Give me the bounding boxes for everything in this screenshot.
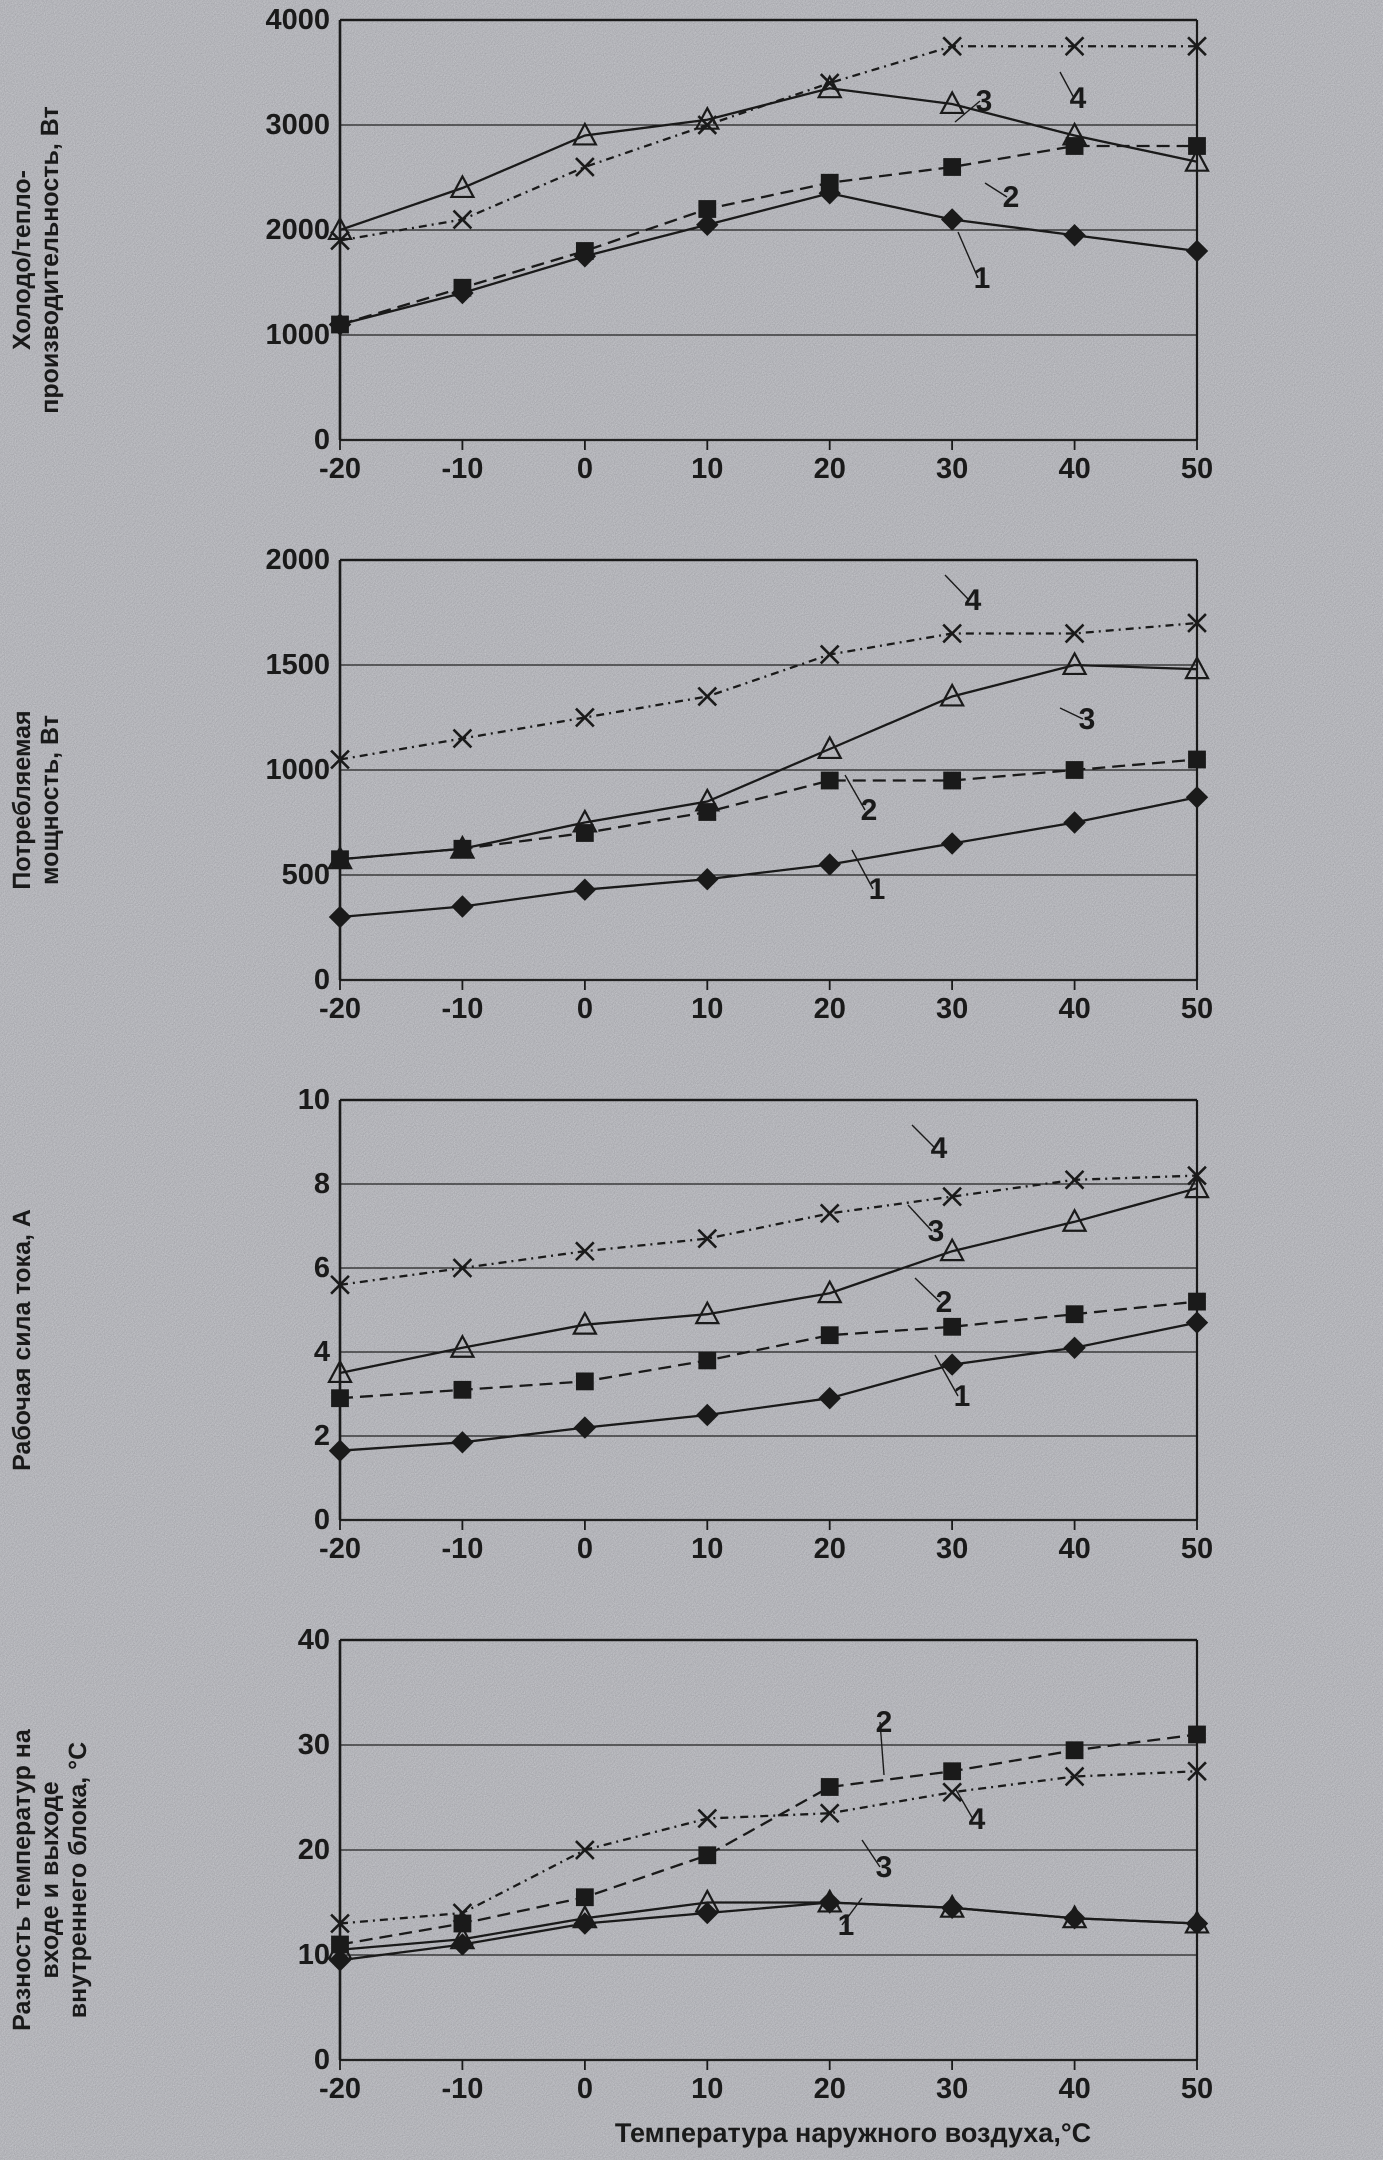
svg-text:3000: 3000: [265, 109, 330, 141]
svg-text:0: 0: [314, 424, 330, 456]
svg-text:-20: -20: [319, 1533, 361, 1565]
svg-text:40: 40: [1058, 993, 1090, 1025]
svg-text:20: 20: [298, 1834, 330, 1866]
svg-text:20: 20: [814, 453, 846, 485]
svg-text:1500: 1500: [265, 649, 330, 681]
svg-text:40: 40: [1058, 2073, 1090, 2105]
svg-text:40: 40: [1058, 453, 1090, 485]
svg-text:-20: -20: [319, 453, 361, 485]
svg-text:30: 30: [936, 1533, 968, 1565]
svg-text:4: 4: [1070, 82, 1087, 115]
svg-text:0: 0: [314, 2044, 330, 2076]
svg-text:3: 3: [928, 1215, 945, 1248]
svg-text:40: 40: [298, 1624, 330, 1656]
svg-text:50: 50: [1181, 993, 1213, 1025]
svg-text:2: 2: [936, 1286, 953, 1319]
svg-text:2: 2: [1003, 181, 1020, 214]
svg-text:0: 0: [577, 993, 593, 1025]
svg-text:10: 10: [691, 2073, 723, 2105]
svg-text:3: 3: [876, 1851, 893, 1884]
svg-text:3: 3: [1079, 703, 1096, 736]
svg-text:4: 4: [965, 584, 982, 617]
svg-text:-10: -10: [441, 1533, 483, 1565]
svg-text:4: 4: [969, 1803, 986, 1836]
svg-text:30: 30: [298, 1729, 330, 1761]
svg-text:50: 50: [1181, 2073, 1213, 2105]
svg-text:1000: 1000: [265, 319, 330, 351]
svg-text:2000: 2000: [265, 214, 330, 246]
svg-text:1: 1: [838, 1909, 855, 1942]
svg-text:0: 0: [314, 1504, 330, 1536]
svg-text:-10: -10: [441, 2073, 483, 2105]
svg-text:1000: 1000: [265, 754, 330, 786]
svg-text:3: 3: [976, 85, 993, 118]
svg-text:30: 30: [936, 2073, 968, 2105]
svg-text:2000: 2000: [265, 544, 330, 576]
svg-text:-20: -20: [319, 2073, 361, 2105]
svg-text:0: 0: [577, 1533, 593, 1565]
svg-text:10: 10: [298, 1939, 330, 1971]
svg-text:0: 0: [577, 2073, 593, 2105]
svg-text:20: 20: [814, 1533, 846, 1565]
svg-text:20: 20: [814, 993, 846, 1025]
svg-text:10: 10: [298, 1084, 330, 1116]
svg-text:-10: -10: [441, 453, 483, 485]
svg-text:1: 1: [869, 873, 886, 906]
svg-text:-10: -10: [441, 993, 483, 1025]
svg-text:2: 2: [314, 1420, 330, 1452]
svg-text:2: 2: [861, 794, 878, 827]
svg-text:2: 2: [876, 1706, 893, 1739]
svg-text:-20: -20: [319, 993, 361, 1025]
svg-text:4: 4: [931, 1132, 948, 1165]
svg-text:30: 30: [936, 453, 968, 485]
svg-text:20: 20: [814, 2073, 846, 2105]
svg-text:10: 10: [691, 1533, 723, 1565]
svg-text:1: 1: [974, 262, 991, 295]
svg-text:500: 500: [282, 859, 330, 891]
svg-text:1: 1: [954, 1380, 971, 1413]
svg-text:50: 50: [1181, 1533, 1213, 1565]
svg-text:8: 8: [314, 1168, 330, 1200]
svg-text:40: 40: [1058, 1533, 1090, 1565]
svg-text:0: 0: [314, 964, 330, 996]
svg-text:30: 30: [936, 993, 968, 1025]
svg-text:10: 10: [691, 453, 723, 485]
svg-text:4: 4: [314, 1336, 330, 1368]
svg-text:4000: 4000: [265, 4, 330, 36]
svg-text:0: 0: [577, 453, 593, 485]
svg-text:10: 10: [691, 993, 723, 1025]
svg-text:6: 6: [314, 1252, 330, 1284]
svg-text:50: 50: [1181, 453, 1213, 485]
